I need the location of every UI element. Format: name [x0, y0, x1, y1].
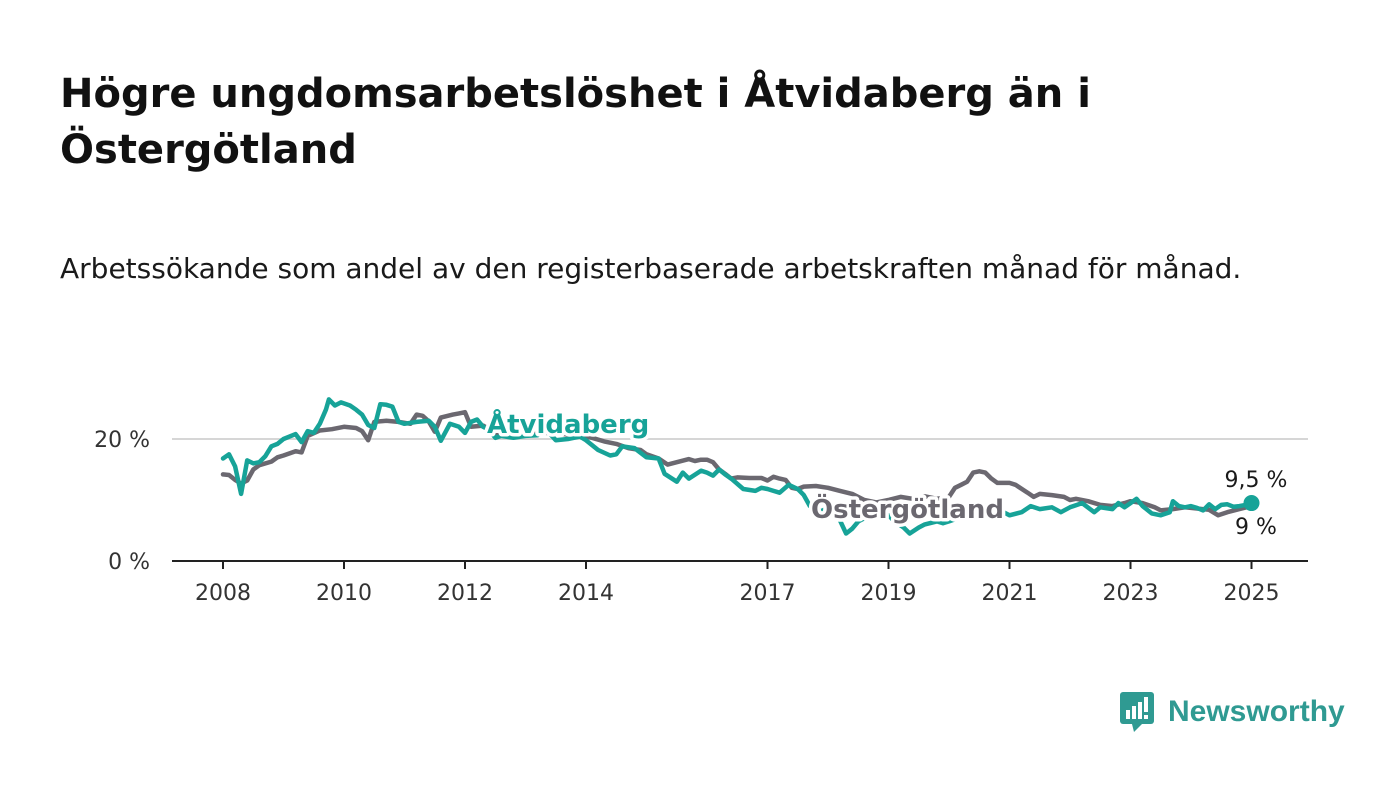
series-label-atvidaberg: Åtvidaberg [487, 408, 649, 440]
end-point-marker [1243, 495, 1260, 512]
series-label-atvidaberg-halo: Åtvidaberg [487, 408, 649, 440]
x-tick-label: 2023 [1103, 581, 1159, 606]
newsworthy-brand[interactable]: Newsworthy [1118, 690, 1345, 734]
x-tick-label: 2025 [1224, 581, 1280, 606]
x-tick-label: 2021 [982, 581, 1038, 606]
end-label-ostergotland: 9 % [1235, 515, 1277, 540]
end-label-atvidaberg: 9,5 % [1225, 468, 1288, 493]
x-tick-label: 2008 [195, 581, 251, 606]
y-tick-label: 0 % [108, 550, 150, 575]
x-tick-label: 2014 [558, 581, 614, 606]
x-tick-label: 2017 [740, 581, 796, 606]
newsworthy-logo-icon [1120, 692, 1154, 732]
x-tick-label: 2012 [437, 581, 493, 606]
series-label-ostergotland-halo: Östergötland [811, 492, 1004, 525]
y-tick-label: 20 % [94, 428, 150, 453]
series-line-ostergotland [220, 409, 1254, 518]
x-tick-label: 2019 [861, 581, 917, 606]
chart-title: Högre ungdomsarbetslöshet i Åtvidaberg ä… [60, 71, 1091, 173]
brand-name: Newsworthy [1168, 695, 1345, 728]
series-label-ostergotland: Östergötland [811, 492, 1004, 525]
x-tick-label: 2010 [316, 581, 372, 606]
series-line-atvidaberg [220, 397, 1254, 536]
chart-subtitle: Arbetssökande som andel av den registerb… [60, 252, 1242, 285]
